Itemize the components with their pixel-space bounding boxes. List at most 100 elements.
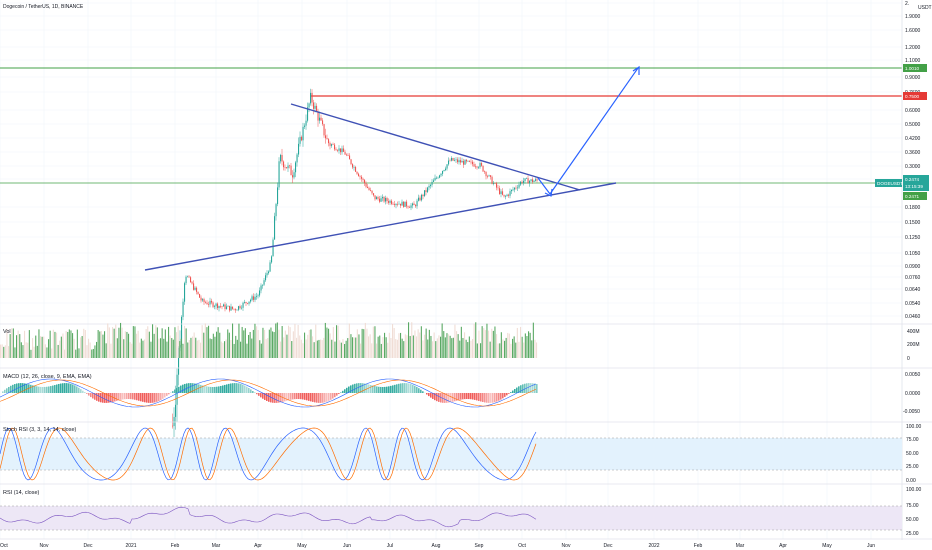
candle-body (446, 164, 448, 169)
macd-bar (68, 383, 70, 393)
candle-body (260, 285, 262, 291)
volume-bar (128, 333, 130, 358)
volume-bar (524, 333, 526, 358)
price-tick-label: 0.0900 (905, 264, 921, 270)
volume-bar (59, 340, 61, 358)
candle-body (301, 136, 303, 141)
candle-body (476, 166, 478, 168)
macd-bar (388, 386, 390, 393)
currency-tag: USDT (918, 5, 932, 11)
candle-body (401, 201, 403, 206)
macd-bar (124, 393, 126, 400)
volume-bar (451, 338, 453, 358)
volume-bar (206, 327, 208, 358)
volume-bar (316, 340, 318, 358)
macd-bar (190, 383, 192, 393)
macd-bar (120, 393, 122, 400)
volume-bar (16, 335, 18, 358)
volume-bar (460, 326, 462, 358)
volume-bar (262, 327, 264, 358)
volume-bar (353, 337, 355, 358)
volume-bar (204, 323, 206, 358)
volume-bar (492, 330, 494, 358)
macd-bar (314, 393, 316, 403)
volume-bar (342, 339, 344, 358)
volume-bar (371, 343, 373, 358)
price-now-badge (903, 175, 929, 191)
macd-bar (218, 386, 220, 393)
projection-arrow-up[interactable] (549, 67, 639, 195)
candle-body (320, 117, 322, 121)
descending-trendline[interactable] (290, 103, 581, 191)
macd-bar (512, 390, 514, 393)
volume-bar (86, 345, 88, 358)
ascending-trendline[interactable] (144, 182, 617, 271)
candle-body (398, 203, 400, 205)
macd-bar (360, 383, 362, 393)
macd-bar (208, 386, 210, 393)
volume-bar (345, 340, 347, 358)
volume-bar (62, 333, 64, 358)
volume-bar (164, 329, 166, 358)
volume-bar (251, 338, 253, 358)
volume-bar (240, 341, 242, 358)
candle-body (386, 198, 388, 202)
macd-bar (428, 393, 430, 397)
volume-bar (46, 347, 48, 358)
volume-bar (156, 327, 158, 358)
volume-bar (476, 343, 478, 358)
stoch-band (0, 438, 902, 470)
volume-bar (40, 336, 42, 358)
macd-bar (462, 393, 464, 400)
macd-bar (432, 393, 434, 399)
volume-bar (257, 329, 259, 358)
macd-bar (398, 383, 400, 393)
candle-body (178, 347, 180, 375)
volume-bar (44, 344, 46, 358)
volume-bar (113, 328, 115, 358)
macd-bar (18, 383, 20, 393)
volume-bar (134, 326, 136, 358)
volume-bar (425, 328, 427, 358)
volume-bar (217, 327, 219, 358)
volume-bar (369, 334, 371, 358)
candle-body (200, 297, 202, 301)
candle-body (515, 187, 517, 189)
volume-bar (435, 341, 437, 358)
volume-bar (385, 337, 387, 358)
macd-bar (130, 393, 132, 400)
macd-bar (422, 391, 424, 393)
macd-bar (472, 393, 474, 400)
candle-body (502, 191, 504, 195)
time-tick-label: Aug (432, 543, 441, 549)
volume-bar (43, 336, 45, 358)
candle-body (470, 161, 472, 163)
volume-bar (137, 330, 139, 358)
volume-bar (408, 322, 410, 358)
volume-bar (489, 341, 491, 358)
macd-bar (330, 393, 332, 400)
stoch-tick-2: 50.00 (906, 451, 919, 457)
candle-body (259, 290, 261, 296)
vol-tick-2: 0 (907, 356, 910, 362)
candle-body (185, 276, 187, 284)
volume-bar (390, 338, 392, 358)
macd-bar (486, 393, 488, 403)
macd-bar (444, 393, 446, 403)
volume-bar (531, 340, 533, 358)
macd-bar (308, 393, 310, 401)
volume-bar (12, 328, 14, 358)
volume-bar (163, 338, 165, 358)
macd-bar (484, 393, 486, 403)
projection-arrow-down[interactable] (537, 177, 551, 195)
volume-bar (232, 323, 234, 358)
price-tick-label: 0.9000 (905, 75, 921, 81)
candle-body (400, 203, 402, 206)
macd-bar (450, 393, 452, 403)
volume-bar (406, 335, 408, 358)
candle-body (314, 105, 316, 109)
volume-bar (520, 326, 522, 358)
candle-body (193, 283, 195, 290)
candle-body (340, 148, 342, 153)
